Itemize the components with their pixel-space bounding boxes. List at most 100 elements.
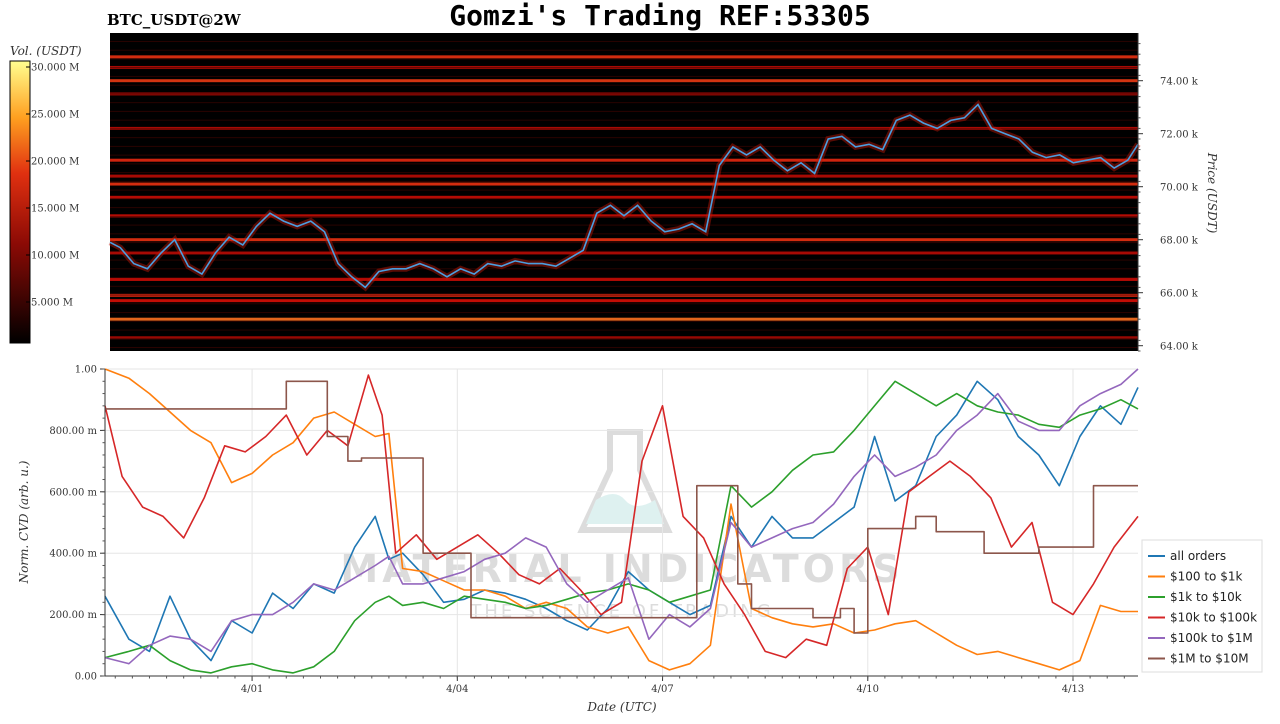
- legend-entry: all orders: [1170, 549, 1226, 563]
- colorbar-tick-label: 30.000 M: [31, 63, 79, 74]
- heatmap-texture-line: [110, 268, 1138, 270]
- cvd-x-tick-label: 4/04: [446, 684, 468, 695]
- heatmap-texture-line: [110, 110, 1138, 112]
- heatmap-texture-line: [110, 75, 1138, 77]
- cvd-panel: 0.00 200.00 m 400.00 m 600.00 m 800.00 m 1.00…: [17, 365, 1263, 714]
- price-axis-label: Price (USDT): [1205, 152, 1219, 234]
- legend-entry: $10k to $100k: [1170, 611, 1257, 625]
- heatmap-texture-line: [110, 320, 1138, 322]
- colorbar-tick-label: 20.000 M: [31, 157, 79, 168]
- flask-liquid-icon: [586, 494, 664, 524]
- legend-box: [1141, 539, 1263, 673]
- colorbar-label: Vol. (USDT): [10, 44, 82, 58]
- cvd-x-axis-label: Date (UTC): [586, 700, 656, 714]
- cvd-lines: [104, 368, 1139, 674]
- heatmap-texture-line: [110, 93, 1138, 95]
- colorbar-tick-label: 15.000 M: [31, 204, 79, 215]
- chart-title: Gomzi's Trading REF:53305: [449, 0, 870, 32]
- cvd-x-tick-label: 4/07: [651, 684, 673, 695]
- price-tick-label: 72.00 k: [1160, 130, 1199, 141]
- cvd-series-line: [104, 374, 1139, 659]
- colorbar-tick-label: 5.000 M: [31, 298, 73, 309]
- legend-entry: $100 to $1k: [1170, 570, 1242, 584]
- price-line-group: [108, 99, 1141, 292]
- price-tick-label: 68.00 k: [1160, 236, 1199, 247]
- price-tick-label: 70.00 k: [1160, 183, 1199, 194]
- heatmap-texture-line: [110, 128, 1138, 130]
- colorbar-tick-label: 10.000 M: [31, 251, 79, 262]
- heatmap-band: [110, 277, 1138, 281]
- heatmap-band: [110, 336, 1138, 340]
- legend-entry: $1M to $10M: [1170, 652, 1249, 666]
- heatmap-texture-line: [110, 137, 1138, 139]
- colorbar: Vol. (USDT) 5.000 M 10.000 M 15.000 M 20.00…: [9, 44, 82, 344]
- heatmap-texture-line: [110, 347, 1138, 349]
- price-axis: 64.00 k 66.00 k 68.00 k 70.00 k 72.00 k 74.00…: [1137, 33, 1199, 353]
- heatmap-band: [110, 299, 1138, 303]
- heatmap-band: [110, 158, 1138, 162]
- heatmap-texture-line: [110, 242, 1138, 244]
- price-line: [109, 103, 1139, 289]
- colorbar-gradient: [9, 60, 31, 344]
- flask-icon: [577, 429, 673, 533]
- symbol-label: BTC_USDT@2W: [107, 11, 242, 29]
- heatmap-texture-line: [110, 277, 1138, 279]
- heatmap-band: [110, 79, 1138, 83]
- cvd-x-tick-label: 4/10: [857, 684, 879, 695]
- heatmap-texture-line: [110, 189, 1138, 191]
- heatmap-texture-line: [110, 233, 1138, 235]
- heatmap-texture-line: [110, 338, 1138, 340]
- legend: all orders $100 to $1k $1k to $10k $10k to …: [1141, 539, 1263, 673]
- heatmap-texture-line: [110, 119, 1138, 121]
- cvd-y-tick-label: 1.00: [75, 365, 97, 376]
- heatmap-texture-line: [110, 172, 1138, 174]
- heatmap-texture-line: [110, 303, 1138, 305]
- heatmap-texture-line: [110, 224, 1138, 226]
- heatmap-texture-line: [110, 198, 1138, 200]
- heatmap-texture-line: [110, 49, 1138, 51]
- heatmap-band: [110, 174, 1138, 178]
- cvd-y-tick-label: 800.00 m: [49, 426, 97, 437]
- price-tick-label: 74.00 k: [1160, 77, 1199, 88]
- heatmap-texture-line: [110, 285, 1138, 287]
- heatmap-band: [110, 182, 1138, 186]
- heatmap-background: [110, 33, 1138, 351]
- heatmap-band: [110, 238, 1138, 242]
- colorbar-tick-label: 25.000 M: [31, 110, 79, 121]
- heatmap-band: [110, 251, 1138, 255]
- cvd-y-tick-label: 600.00 m: [49, 487, 97, 498]
- cvd-series-line: [104, 380, 1139, 674]
- cvd-series-line: [105, 380, 1138, 634]
- legend-entry: $100k to $1M: [1170, 631, 1253, 645]
- heatmap-panel: 64.00 k 66.00 k 68.00 k 70.00 k 72.00 k 74.00…: [108, 33, 1219, 353]
- cvd-y-tick-label: 400.00 m: [49, 549, 97, 560]
- heatmap-texture-line: [110, 145, 1138, 147]
- heatmap-texture-line: [110, 58, 1138, 60]
- heatmap-texture-line: [110, 312, 1138, 314]
- heatmap-band: [110, 317, 1138, 321]
- heatmap-texture-line: [110, 102, 1138, 104]
- cvd-series-line: [104, 380, 1139, 662]
- colorbar-ticks: 5.000 M 10.000 M 15.000 M 20.000 M 25.000 M 3…: [26, 63, 79, 309]
- heatmap-texture-line: [110, 163, 1138, 165]
- heatmap-texture-line: [110, 40, 1138, 42]
- price-tick-label: 64.00 k: [1160, 342, 1199, 353]
- heatmap-texture-line: [110, 154, 1138, 156]
- cvd-series-line: [104, 368, 1139, 665]
- heatmap-texture-line: [110, 207, 1138, 209]
- heatmap-band: [110, 55, 1138, 59]
- cvd-series-line: [104, 368, 1138, 671]
- heatmap-texture-line: [110, 84, 1138, 86]
- heatmap-band: [110, 195, 1138, 199]
- cvd-y-tick-label: 200.00 m: [49, 610, 97, 621]
- heatmap-texture-line: [110, 259, 1138, 261]
- heatmap-texture-line: [110, 67, 1138, 69]
- heatmap-texture-line: [110, 250, 1138, 252]
- cvd-y-tick-label: 0.00: [75, 672, 97, 683]
- cvd-x-axis: 4/01 4/04 4/07 4/10 4/13: [105, 675, 1138, 695]
- cvd-y-axis-label: Norm. CVD (arb. u.): [17, 460, 31, 584]
- heatmap-texture-line: [110, 180, 1138, 182]
- legend-entry: $1k to $10k: [1170, 590, 1242, 604]
